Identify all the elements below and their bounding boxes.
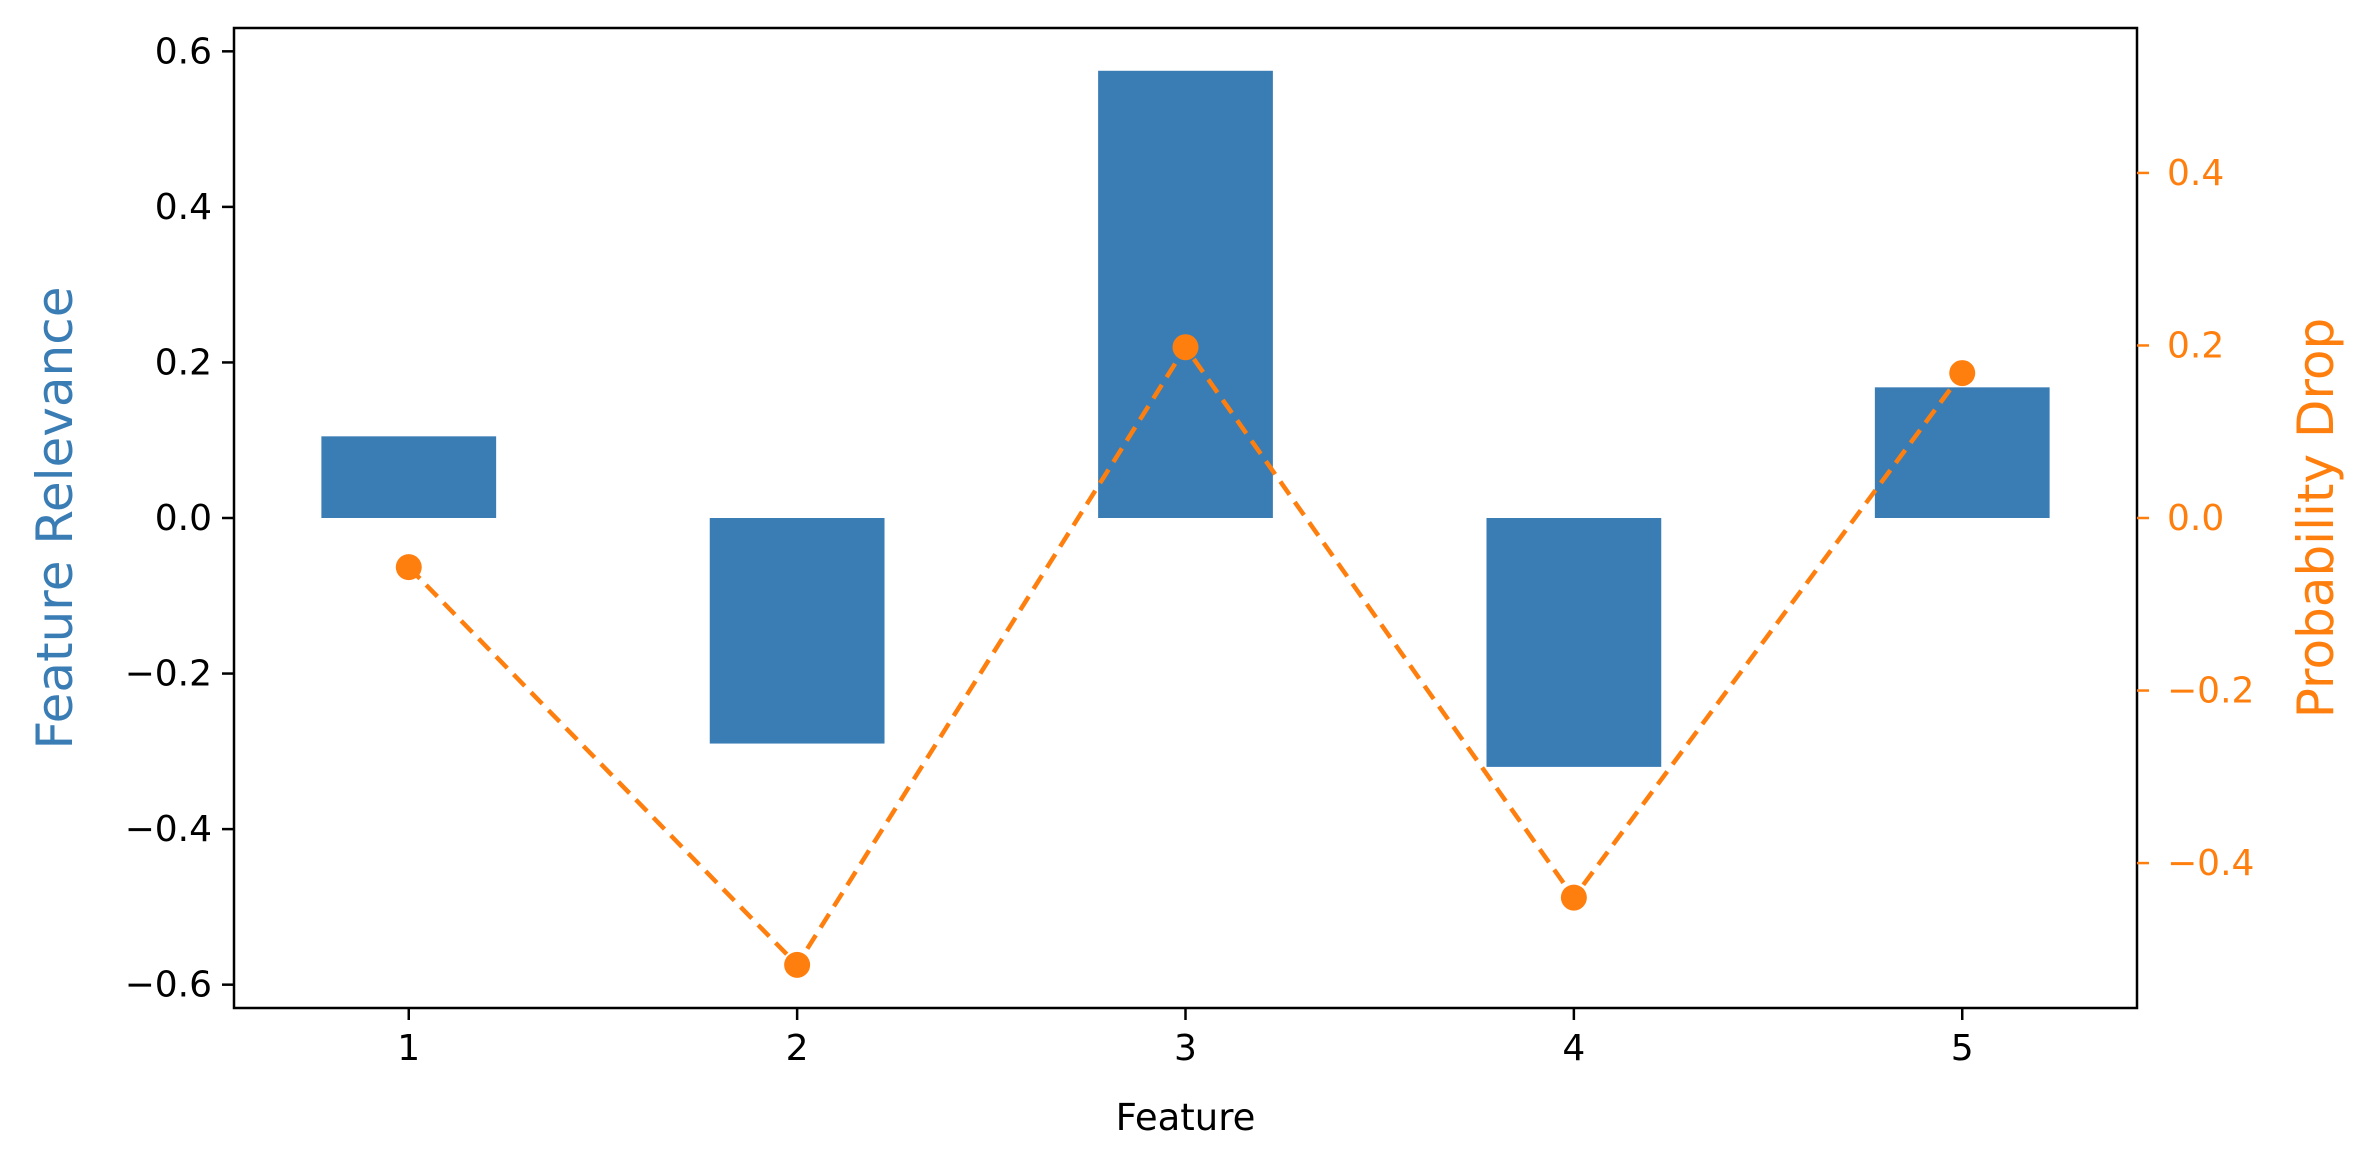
line-group xyxy=(395,334,1976,978)
line-point-2 xyxy=(784,951,811,978)
right-tick-label: 0.4 xyxy=(2167,153,2224,194)
left-y-axis-label: Feature Relevance xyxy=(26,287,84,750)
right-tick-label: −0.2 xyxy=(2167,671,2254,712)
left-tick-label: 0.4 xyxy=(155,187,212,228)
bar-1 xyxy=(321,436,497,518)
x-tick-label: 2 xyxy=(786,1028,809,1069)
left-tick-label: 0.0 xyxy=(155,498,212,539)
bar-3 xyxy=(1098,70,1273,519)
x-axis-ticks: 1 2 3 4 5 xyxy=(397,1008,1974,1069)
bar-4 xyxy=(1486,518,1662,767)
x-tick-label: 5 xyxy=(1951,1028,1974,1069)
left-tick-label: −0.2 xyxy=(125,654,212,695)
line-point-4 xyxy=(1560,884,1587,911)
line-point-1 xyxy=(395,554,422,581)
right-tick-label: 0.0 xyxy=(2167,498,2224,539)
line-point-3 xyxy=(1172,334,1199,361)
right-axis-ticks: 0.4 0.2 0.0 −0.2 −0.4 xyxy=(2137,153,2254,884)
line-point-5 xyxy=(1949,360,1976,387)
right-y-axis-label: Probability Drop xyxy=(2287,318,2345,719)
left-tick-label: 0.2 xyxy=(155,342,212,383)
bar-2 xyxy=(709,518,885,744)
bars-group xyxy=(321,70,2050,767)
left-axis-ticks: 0.6 0.4 0.2 0.0 −0.2 −0.4 −0.6 xyxy=(125,31,234,1006)
right-tick-label: 0.2 xyxy=(2167,325,2224,366)
x-tick-label: 4 xyxy=(1562,1028,1585,1069)
left-tick-label: 0.6 xyxy=(155,31,212,72)
x-tick-label: 3 xyxy=(1174,1028,1197,1069)
x-tick-label: 1 xyxy=(397,1028,420,1069)
left-tick-label: −0.6 xyxy=(125,965,212,1006)
x-axis-label: Feature xyxy=(1116,1096,1256,1139)
right-tick-label: −0.4 xyxy=(2167,843,2254,884)
left-tick-label: −0.4 xyxy=(125,809,212,850)
